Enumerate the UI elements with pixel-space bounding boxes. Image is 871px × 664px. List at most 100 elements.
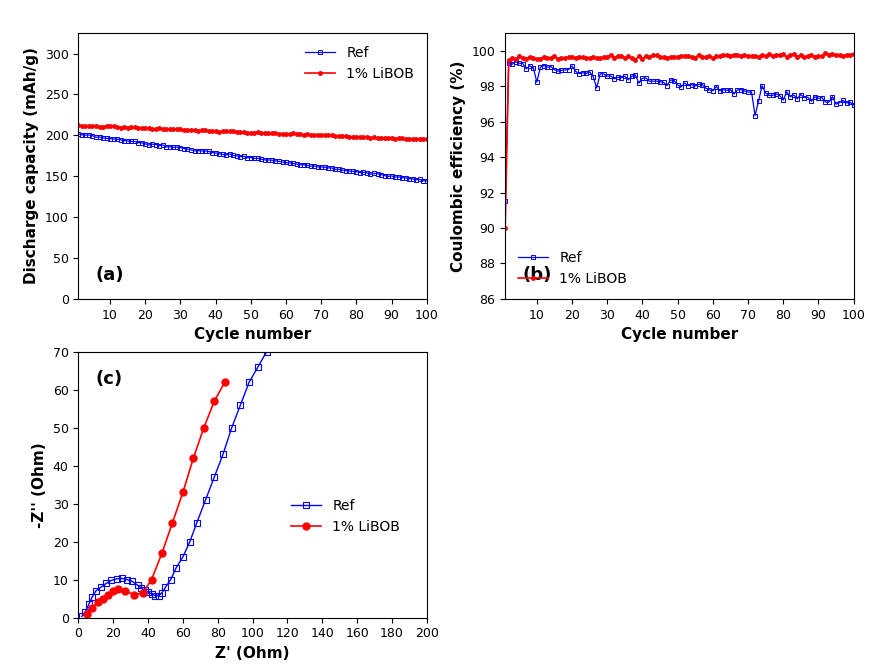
Ref	[253, 363, 263, 371]
1% LiBOB	[219, 378, 230, 386]
Ref	[127, 578, 138, 586]
Y-axis label: Coulombic efficiency (%): Coulombic efficiency (%)	[451, 60, 466, 272]
1% LiBOB	[820, 49, 831, 57]
Ref	[132, 581, 143, 589]
Ref	[848, 101, 859, 109]
Ref	[150, 592, 160, 600]
Ref	[91, 587, 101, 595]
Ref	[146, 590, 157, 598]
Ref	[218, 450, 228, 458]
Ref	[571, 67, 581, 75]
Ref	[824, 98, 834, 106]
1% LiBOB	[178, 488, 188, 496]
1% LiBOB	[92, 598, 103, 606]
X-axis label: Z' (Ohm): Z' (Ohm)	[215, 646, 290, 661]
X-axis label: Cycle number: Cycle number	[621, 327, 738, 342]
1% LiBOB	[98, 594, 108, 602]
Legend: Ref, 1% LiBOB: Ref, 1% LiBOB	[286, 493, 406, 540]
Ref	[200, 496, 211, 504]
Ref	[101, 580, 111, 588]
Ref	[261, 348, 272, 356]
Ref	[711, 82, 721, 90]
1% LiBOB	[500, 224, 510, 232]
1% LiBOB	[280, 130, 291, 138]
Ref	[178, 553, 188, 561]
Ref	[80, 608, 91, 616]
Line: 1% LiBOB: 1% LiBOB	[503, 51, 855, 230]
1% LiBOB	[157, 549, 167, 557]
1% LiBOB	[129, 591, 139, 599]
Ref	[111, 575, 122, 583]
X-axis label: Cycle number: Cycle number	[194, 327, 311, 342]
Ref	[122, 576, 132, 584]
Line: 1% LiBOB: 1% LiBOB	[77, 124, 429, 141]
1% LiBOB	[140, 124, 151, 132]
Ref	[422, 177, 432, 185]
Ref	[394, 173, 404, 181]
Ref	[510, 58, 521, 66]
1% LiBOB	[146, 576, 157, 584]
Ref	[834, 99, 845, 107]
Ref	[84, 600, 94, 608]
Ref	[165, 576, 176, 584]
1% LiBOB	[834, 51, 845, 59]
Ref	[96, 583, 106, 591]
Ref	[280, 159, 291, 167]
Ref	[185, 538, 195, 546]
Y-axis label: -Z'' (Ohm): -Z'' (Ohm)	[32, 442, 47, 527]
1% LiBOB	[209, 397, 219, 405]
1% LiBOB	[394, 134, 404, 142]
1% LiBOB	[103, 591, 113, 599]
1% LiBOB	[113, 585, 124, 593]
1% LiBOB	[154, 124, 165, 132]
1% LiBOB	[138, 589, 148, 597]
Ref	[209, 473, 219, 481]
Ref	[77, 612, 87, 620]
1% LiBOB	[824, 50, 834, 58]
1% LiBOB	[82, 610, 92, 618]
Ref	[584, 68, 595, 76]
Line: 1% LiBOB: 1% LiBOB	[84, 378, 228, 618]
Ref	[404, 175, 415, 183]
Ref	[157, 589, 167, 597]
1% LiBOB	[199, 424, 209, 432]
1% LiBOB	[404, 135, 415, 143]
Line: Ref: Ref	[77, 132, 429, 183]
1% LiBOB	[422, 135, 432, 143]
1% LiBOB	[679, 52, 690, 60]
1% LiBOB	[87, 604, 98, 612]
Ref	[244, 378, 254, 386]
Ref	[140, 140, 151, 148]
1% LiBOB	[707, 54, 718, 62]
Ref	[73, 130, 84, 138]
Ref	[500, 197, 510, 205]
1% LiBOB	[108, 587, 118, 595]
Ref	[154, 141, 165, 149]
Ref	[139, 586, 150, 594]
1% LiBOB	[848, 50, 859, 58]
Y-axis label: Discharge capacity (mAh/g): Discharge capacity (mAh/g)	[24, 48, 39, 284]
1% LiBOB	[120, 587, 131, 595]
Ref	[160, 583, 171, 591]
1% LiBOB	[253, 128, 263, 136]
Ref	[136, 584, 146, 592]
Line: Ref: Ref	[78, 349, 270, 620]
1% LiBOB	[73, 121, 84, 129]
Ref	[143, 588, 153, 596]
Ref	[106, 576, 117, 584]
1% LiBOB	[567, 53, 577, 61]
Text: (a): (a)	[96, 266, 125, 284]
Ref	[192, 519, 202, 527]
Ref	[153, 592, 164, 600]
Text: (b): (b)	[523, 266, 552, 284]
Text: (c): (c)	[96, 370, 123, 388]
1% LiBOB	[581, 54, 591, 62]
Ref	[171, 564, 181, 572]
Legend: Ref, 1% LiBOB: Ref, 1% LiBOB	[512, 246, 632, 292]
1% LiBOB	[167, 519, 178, 527]
Ref	[226, 424, 237, 432]
Ref	[253, 155, 263, 163]
Ref	[235, 401, 246, 409]
Legend: Ref, 1% LiBOB: Ref, 1% LiBOB	[300, 40, 420, 86]
Line: Ref: Ref	[503, 60, 855, 203]
